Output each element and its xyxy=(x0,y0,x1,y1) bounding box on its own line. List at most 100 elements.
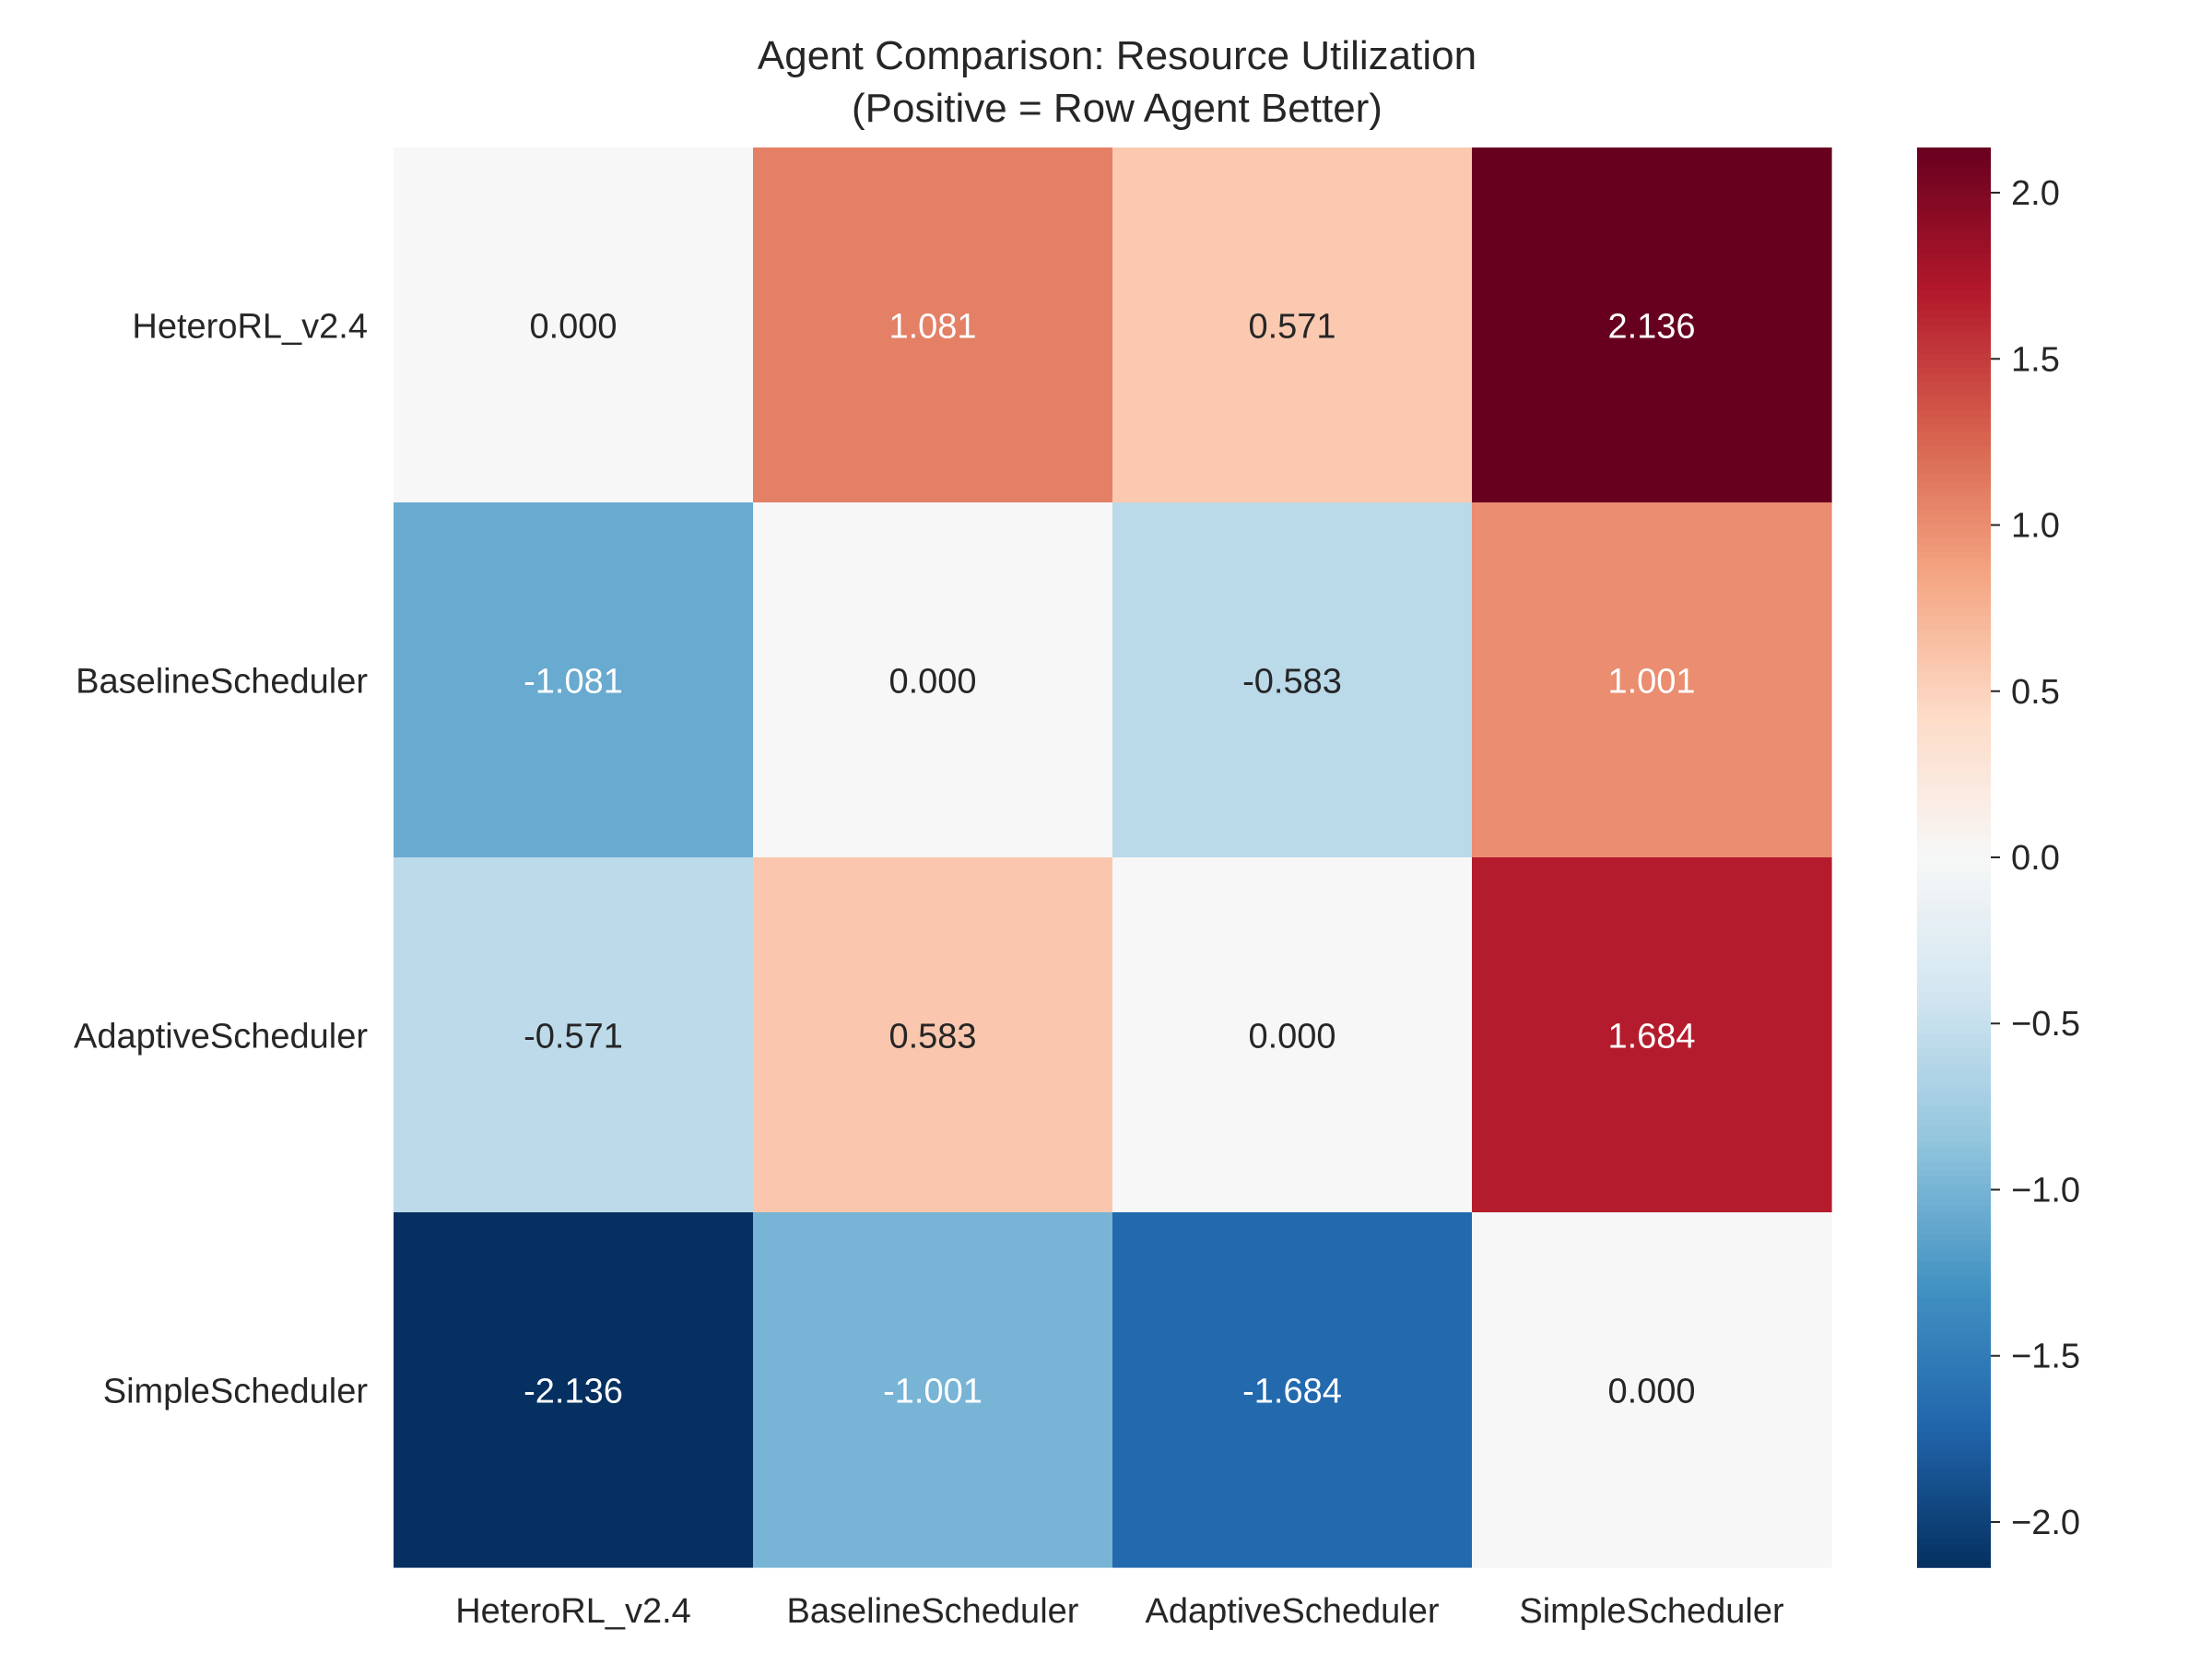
colorbar-tick-label: 2.0 xyxy=(2011,174,2060,213)
colorbar-segment xyxy=(1917,906,1991,915)
colorbar-tick-label: 1.5 xyxy=(2011,340,2060,379)
colorbar-segment xyxy=(1917,438,1991,447)
colorbar-segment xyxy=(1917,1261,1991,1270)
colorbar-segment xyxy=(1917,864,1991,873)
colorbar-segment xyxy=(1917,559,1991,568)
colorbar-segment xyxy=(1917,1134,1991,1142)
colorbar-segment xyxy=(1917,183,1991,191)
colorbar-segment xyxy=(1917,190,1991,198)
colorbar-segment xyxy=(1917,921,1991,929)
colorbar-segment xyxy=(1917,821,1991,830)
heatmap-cell-r3-c0 xyxy=(394,1212,754,1568)
colorbar-segment xyxy=(1917,715,1991,724)
colorbar-segment xyxy=(1917,1098,1991,1107)
colorbar-segment xyxy=(1917,971,1991,979)
colorbar-segment xyxy=(1917,999,1991,1008)
colorbar-segment xyxy=(1917,282,1991,290)
colorbar-segment xyxy=(1917,1155,1991,1163)
colorbar-segment xyxy=(1917,1269,1991,1278)
colorbar-segment xyxy=(1917,1545,1991,1554)
colorbar-segment xyxy=(1917,1489,1991,1497)
colorbar-segment xyxy=(1917,835,1991,844)
colorbar-segment xyxy=(1917,1176,1991,1185)
colorbar-segment xyxy=(1917,431,1991,440)
column-label-heterorl-v2-4: HeteroRL_v2.4 xyxy=(455,1592,691,1631)
colorbar-segment xyxy=(1917,1397,1991,1405)
colorbar-segment xyxy=(1917,1432,1991,1441)
colorbar-segment xyxy=(1917,708,1991,716)
colorbar-segment xyxy=(1917,1226,1991,1234)
cell-value-label-r2-c2: 0.000 xyxy=(1248,1018,1335,1056)
colorbar-segment xyxy=(1917,758,1991,766)
colorbar-segment xyxy=(1917,1339,1991,1349)
colorbar-segment xyxy=(1917,679,1991,688)
colorbar-segment xyxy=(1917,267,1991,277)
colorbar-segment xyxy=(1917,977,1991,986)
colorbar-segment xyxy=(1917,956,1991,965)
colorbar-segment xyxy=(1917,608,1991,617)
colorbar-segment xyxy=(1917,687,1991,695)
colorbar-segment xyxy=(1917,1410,1991,1420)
colorbar-segment xyxy=(1917,154,1991,163)
colorbar-segment xyxy=(1917,1255,1991,1263)
colorbar-segment xyxy=(1917,289,1991,298)
colorbar-segment xyxy=(1917,516,1991,525)
colorbar-segment xyxy=(1917,892,1991,901)
colorbar-segment xyxy=(1917,1105,1991,1114)
column-labels: HeteroRL_v2.4 BaselineScheduler AdaptiveSc… xyxy=(455,1592,1784,1631)
colorbar-segment xyxy=(1917,218,1991,227)
colorbar-segment xyxy=(1917,296,1991,305)
heatmap-cell-r0-c0 xyxy=(394,148,754,503)
colorbar-segment xyxy=(1917,1276,1991,1284)
colorbar-segment xyxy=(1917,530,1991,539)
colorbar-segment xyxy=(1917,595,1991,603)
colorbar-segment xyxy=(1917,502,1991,511)
colorbar-segment xyxy=(1917,779,1991,787)
colorbar-segment xyxy=(1917,1119,1991,1128)
colorbar-segment xyxy=(1917,1162,1991,1171)
chart-subtitle: (Positive = Row Agent Better) xyxy=(852,86,1382,131)
colorbar-segment xyxy=(1917,637,1991,645)
heatmap-cells: 0.000 1.081 0.571 2.136 -1.081 0.000 -0.583 1.0… xyxy=(394,148,1832,1568)
colorbar-segment xyxy=(1917,474,1991,482)
colorbar-segment xyxy=(1917,573,1991,582)
colorbar-tick-label: −1.0 xyxy=(2011,1171,2080,1210)
colorbar-segment xyxy=(1917,325,1991,333)
colorbar-segment xyxy=(1917,417,1991,426)
colorbar-segment xyxy=(1917,942,1991,950)
colorbar-segment xyxy=(1917,693,1991,702)
colorbar-segment xyxy=(1917,587,1991,596)
colorbar-segment xyxy=(1917,1318,1991,1327)
colorbar-segment xyxy=(1917,1460,1991,1469)
colorbar-segment xyxy=(1917,240,1991,248)
colorbar-segment xyxy=(1917,1304,1991,1313)
colorbar-segment xyxy=(1917,1290,1991,1299)
colorbar-segment xyxy=(1917,672,1991,681)
colorbar-segment xyxy=(1917,1510,1991,1518)
colorbar-segment xyxy=(1917,311,1991,319)
colorbar-segment xyxy=(1917,275,1991,284)
colorbar-segment xyxy=(1917,424,1991,432)
colorbar-segment xyxy=(1917,992,1991,1000)
heatmap-cell-r0-c1 xyxy=(753,148,1113,503)
colorbar-segment xyxy=(1917,737,1991,745)
colorbar-segment xyxy=(1917,1042,1991,1050)
colorbar-segment xyxy=(1917,1283,1991,1292)
colorbar-segment xyxy=(1917,1006,1991,1015)
colorbar-segment xyxy=(1917,175,1991,184)
colorbar-segment xyxy=(1917,204,1991,213)
colorbar-segment xyxy=(1917,879,1991,887)
colorbar-segment xyxy=(1917,871,1991,879)
colorbar-segment xyxy=(1917,808,1991,816)
colorbar-segment xyxy=(1917,1311,1991,1320)
colorbar-segment xyxy=(1917,857,1991,866)
colorbar-tick-label: 0.0 xyxy=(2011,839,2060,878)
colorbar-segment xyxy=(1917,225,1991,234)
colorbar-segment xyxy=(1917,232,1991,241)
colorbar-segment xyxy=(1917,666,1991,674)
colorbar-segment xyxy=(1917,1347,1991,1355)
colorbar-segment xyxy=(1917,729,1991,738)
heatmap-cell-r2-c2 xyxy=(1112,857,1473,1213)
column-label-simplescheduler: SimpleScheduler xyxy=(1519,1592,1784,1631)
heatmap-cell-r3-c1 xyxy=(753,1212,1113,1568)
